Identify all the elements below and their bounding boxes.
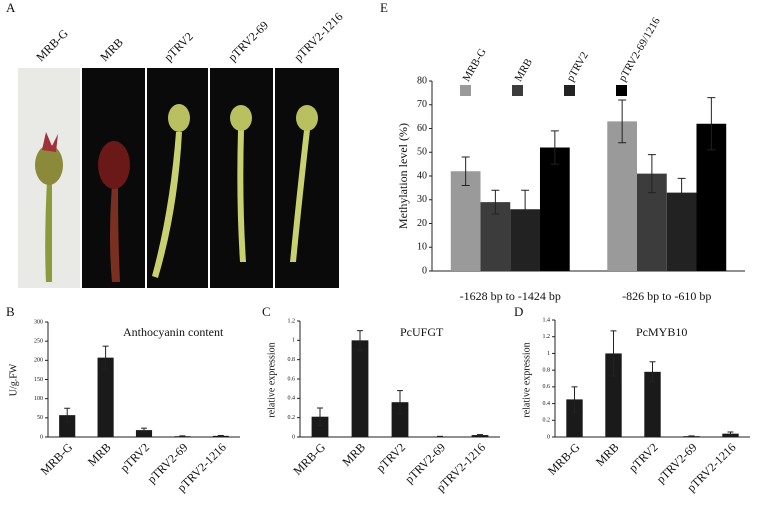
panel-label: A [6, 0, 16, 15]
stem [110, 185, 120, 282]
y-tick-label: 1.2 [543, 334, 551, 340]
bar [607, 121, 638, 271]
bar [351, 340, 369, 437]
y-axis-label: Methylation level (%) [396, 123, 410, 229]
y-tick-label: 20 [417, 218, 427, 229]
y-tick-label: 0.2 [288, 415, 296, 421]
y-axis-label: relative expression [521, 342, 532, 417]
y-tick-label: 80 [417, 75, 427, 86]
bar [566, 399, 583, 437]
panel-label: D [514, 304, 523, 319]
panel-label: E [380, 0, 388, 15]
y-axis-label: U/g.FW [8, 363, 19, 396]
y-tick-label: 70 [417, 99, 427, 110]
y-tick-label: 100 [34, 396, 43, 402]
photo-caption: pTRV2 [161, 29, 196, 64]
y-tick-label: 0.6 [543, 384, 551, 390]
y-tick-label: 50 [37, 415, 43, 421]
bar [135, 430, 153, 437]
stem [45, 180, 52, 282]
x-tick-label: MRB [339, 440, 368, 469]
photo-caption: pTRV2-69 [225, 18, 271, 64]
x-tick-label: pTRV2 [117, 440, 152, 475]
legend-swatch [564, 85, 575, 96]
bud [168, 104, 190, 132]
bud [98, 141, 130, 189]
photo-caption: MRB [97, 35, 126, 64]
photo-caption: MRB-G [33, 26, 71, 64]
annotation: PcMYB10 [636, 325, 687, 339]
y-tick-label: 30 [417, 194, 427, 205]
x-tick-label: MRB-G [38, 440, 76, 478]
y-tick-label: 1.2 [288, 318, 296, 324]
y-tick-label: 0.4 [543, 401, 551, 407]
y-tick-label: 0 [40, 434, 43, 440]
legend-swatch [512, 85, 523, 96]
y-tick-label: 250 [34, 339, 43, 345]
bar [391, 402, 409, 437]
y-tick-label: 0.8 [543, 368, 551, 374]
y-tick-label: 300 [34, 319, 43, 325]
x-tick-label: -1628 bp to -1424 bp [460, 289, 561, 303]
stem [237, 130, 246, 262]
y-tick-label: 40 [417, 170, 427, 181]
y-tick-label: 1 [547, 351, 550, 357]
photo [275, 68, 339, 288]
panel-label: B [6, 304, 15, 319]
y-tick-label: 0.2 [543, 418, 551, 424]
annotation: Anthocyanin content [123, 325, 224, 339]
y-tick-label: 60 [417, 123, 427, 134]
bar [59, 415, 76, 437]
bar [97, 357, 114, 437]
y-tick-label: 1.4 [543, 317, 551, 323]
legend-swatch [460, 85, 471, 96]
stem [290, 130, 310, 262]
y-tick-label: 0.8 [288, 357, 296, 363]
legend-label: pTRV2 [564, 50, 590, 84]
bar [644, 371, 661, 437]
photo-panel: A [6, 0, 339, 288]
y-tick-label: 0.4 [288, 396, 296, 402]
annotation: PcUFGT [400, 325, 444, 339]
y-tick-label: 0.6 [288, 376, 296, 382]
x-tick-label: MRB [85, 440, 114, 469]
bar [311, 416, 329, 437]
x-tick-label: MRB-G [290, 440, 328, 478]
y-tick-label: 0 [547, 434, 550, 440]
bud [230, 105, 252, 131]
panel-label: C [262, 304, 271, 319]
bud [35, 145, 63, 185]
y-tick-label: 0 [422, 265, 427, 276]
y-tick-label: 10 [417, 242, 427, 253]
y-axis-label: relative expression [266, 342, 277, 417]
legend-label: MRB [512, 57, 535, 84]
sepal [42, 132, 58, 152]
x-tick-label: pTRV2 [626, 440, 661, 475]
y-tick-label: 50 [417, 147, 427, 158]
y-tick-label: 1 [292, 338, 295, 344]
y-tick-label: 150 [34, 377, 43, 383]
stem [152, 132, 182, 278]
bar [539, 147, 570, 271]
legend-label: MRB-G [460, 46, 488, 83]
y-tick-label: 0 [292, 434, 295, 440]
x-tick-label: -826 bp to -610 bp [622, 289, 711, 303]
legend-swatch [616, 85, 627, 96]
legend-label: pTRV2-69/1216 [616, 15, 663, 84]
y-tick-label: 200 [34, 358, 43, 364]
bud [296, 105, 318, 131]
x-tick-label: MRB-G [545, 440, 583, 478]
x-tick-label: MRB [593, 440, 622, 469]
x-tick-label: pTRV2 [373, 440, 408, 475]
bar [450, 171, 481, 271]
photo-caption: pTRV2-1216 [291, 10, 345, 64]
bar [605, 353, 622, 437]
